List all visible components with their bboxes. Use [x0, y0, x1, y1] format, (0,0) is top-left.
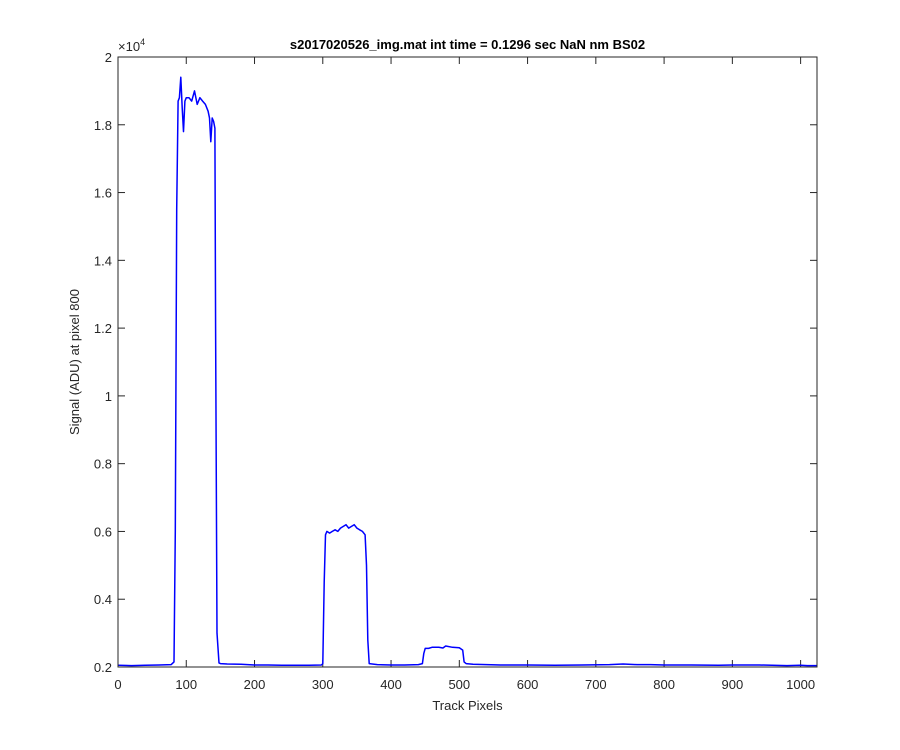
x-tick-label: 700 — [585, 677, 607, 692]
x-tick-label: 1000 — [786, 677, 815, 692]
x-axis: 0 100 200 300 400 500 600 700 800 900 1000 — [114, 57, 815, 692]
y-axis-exponent-label: ×104 — [118, 37, 145, 54]
x-tick-label: 0 — [114, 677, 121, 692]
y-tick-label: 2 — [105, 50, 112, 65]
x-tick-label: 300 — [312, 677, 334, 692]
plot-frame — [117, 56, 818, 668]
y-axis-exponent-base: ×10 — [118, 39, 140, 54]
y-tick-label: 0.8 — [94, 457, 112, 472]
x-tick-label: 400 — [380, 677, 402, 692]
y-tick-label: 1.2 — [94, 321, 112, 336]
x-tick-label: 200 — [244, 677, 266, 692]
x-axis-label: Track Pixels — [432, 698, 503, 713]
y-axis-exponent-power: 4 — [140, 37, 145, 47]
x-tick-label: 100 — [175, 677, 197, 692]
plot-area — [118, 57, 817, 667]
series-line — [117, 76, 817, 667]
y-tick-label: 1.8 — [94, 118, 112, 133]
y-tick-label: 1.6 — [94, 186, 112, 201]
y-tick-label: 0.4 — [94, 592, 112, 607]
x-tick-label: 900 — [722, 677, 744, 692]
chart-title: s2017020526_img.mat int time = 0.1296 se… — [290, 37, 645, 52]
x-tick-label: 500 — [448, 677, 470, 692]
x-tick-label: 800 — [653, 677, 675, 692]
x-tick-label: 600 — [517, 677, 539, 692]
y-tick-label: 1 — [105, 389, 112, 404]
y-tick-label: 1.4 — [94, 253, 112, 268]
y-axis-label: Signal (ADU) at pixel 800 — [67, 289, 82, 435]
y-tick-label: 0.6 — [94, 524, 112, 539]
y-tick-label: 0.2 — [94, 660, 112, 675]
